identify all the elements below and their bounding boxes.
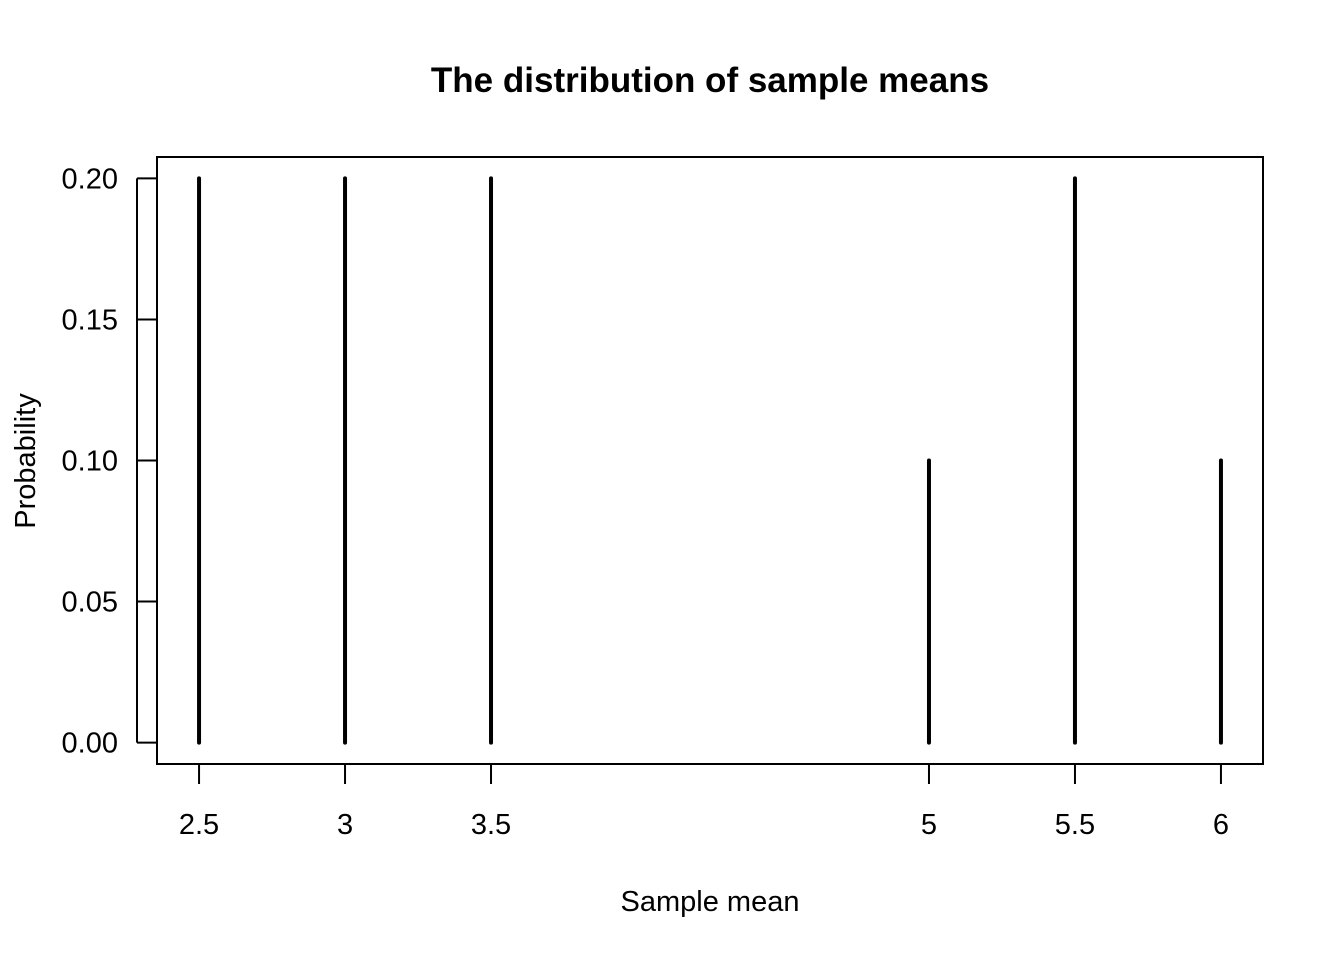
plot-frame [156,156,1264,765]
y-axis: 0.00 0.05 0.10 0.15 0.20 [62,163,157,760]
x-tick-label: 5 [921,809,937,841]
probability-spikes [197,176,1223,745]
y-tick-label: 0.00 [62,728,118,760]
x-tick-label: 2.5 [179,809,219,841]
y-tick-label: 0.10 [62,446,118,478]
chart-title: The distribution of sample means [431,61,989,100]
x-tick-label: 5.5 [1055,809,1095,841]
x-axis-label: Sample mean [621,886,800,918]
y-tick-label: 0.05 [62,587,118,619]
x-tick-label: 3 [337,809,353,841]
y-tick-label: 0.20 [62,163,118,195]
x-tick-label: 6 [1213,809,1229,841]
y-tick-label: 0.15 [62,304,118,336]
y-axis-label: Probability [10,393,42,529]
x-axis: 2.5 3 3.5 5 5.5 6 [179,763,1229,841]
x-tick-label: 3.5 [471,809,511,841]
